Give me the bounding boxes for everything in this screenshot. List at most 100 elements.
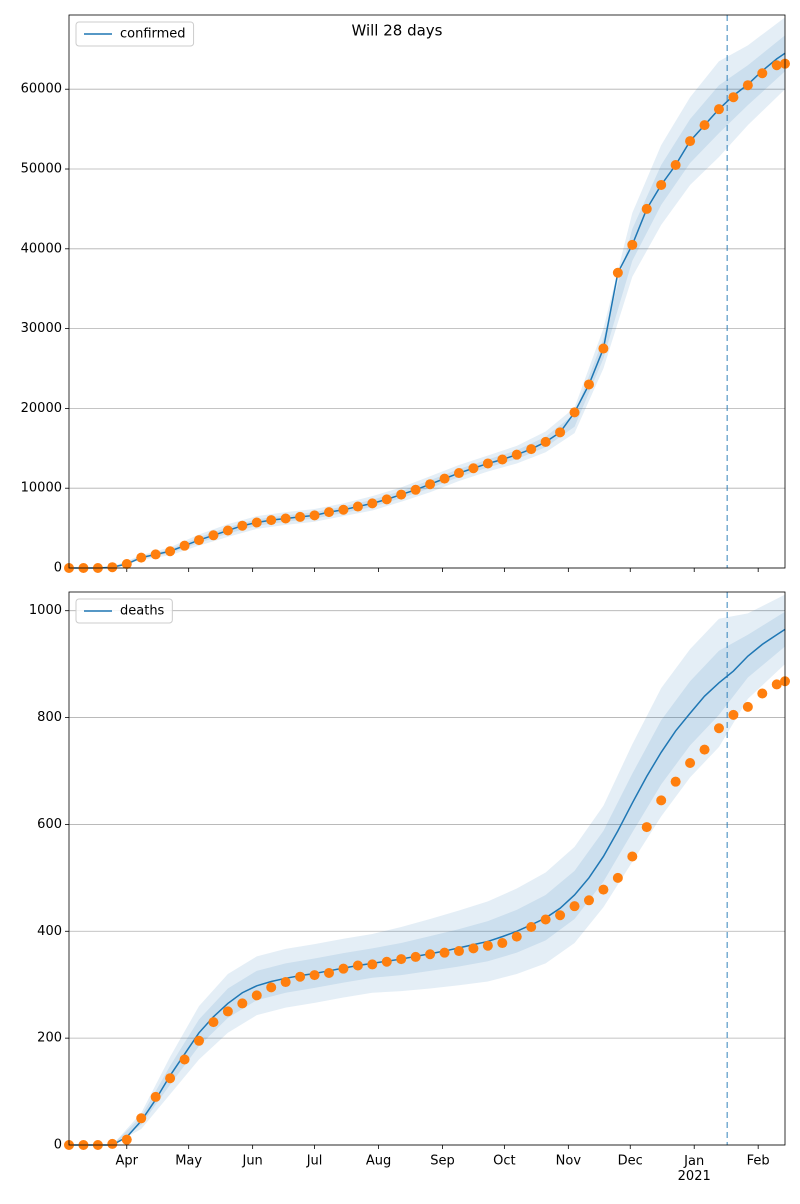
observed-point — [266, 515, 277, 526]
observed-point — [497, 454, 508, 465]
observed-point — [237, 520, 248, 531]
observed-point — [150, 1091, 161, 1102]
x-tick-label: Jan 2021 — [678, 1154, 711, 1184]
plot-frame — [68, 14, 786, 569]
observed-point — [511, 449, 522, 460]
observed-point — [453, 468, 464, 479]
y-tick-label: 10000 — [21, 481, 62, 496]
observed-point — [251, 517, 262, 528]
observed-point — [598, 343, 609, 354]
band — [112, 17, 785, 568]
observed-point — [323, 507, 334, 518]
observed-point — [468, 463, 479, 474]
observed-point — [410, 484, 421, 495]
y-tick-label: 50000 — [21, 162, 62, 177]
observed-point — [612, 872, 623, 883]
observed-point — [280, 977, 291, 988]
observed-point — [439, 473, 450, 484]
observed-point — [685, 136, 696, 147]
x-tick-label: Aug — [366, 1154, 391, 1169]
observed-point — [352, 960, 363, 971]
observed-point — [410, 951, 421, 962]
observed-point — [757, 688, 768, 699]
x-tick-label: Oct — [493, 1154, 515, 1169]
band — [112, 611, 785, 1145]
observed-point — [627, 239, 638, 250]
observed-point — [179, 1054, 190, 1065]
y-tick-label: 600 — [37, 817, 62, 832]
observed-point — [121, 1134, 132, 1145]
observed-point — [193, 1035, 204, 1046]
observed-point — [295, 971, 306, 982]
observed-point — [222, 1006, 233, 1017]
observed-point — [193, 535, 204, 546]
observed-point — [280, 513, 291, 524]
y-tick-label: 20000 — [21, 401, 62, 416]
observed-point — [439, 947, 450, 958]
observed-point — [136, 1113, 147, 1124]
observed-point — [540, 436, 551, 447]
y-tick-label: 40000 — [21, 241, 62, 256]
y-tick-label: 1000 — [29, 603, 62, 618]
observed-point — [699, 120, 710, 131]
observed-point — [338, 963, 349, 974]
observed-point — [699, 744, 710, 755]
observed-point — [771, 60, 782, 71]
legend-label: confirmed — [120, 27, 186, 42]
observed-point — [771, 679, 782, 690]
observed-point — [482, 458, 493, 469]
observed-point — [381, 956, 392, 967]
observed-point — [742, 701, 753, 712]
observed-point — [728, 709, 739, 720]
observed-point — [497, 938, 508, 949]
legend: deaths — [75, 598, 173, 624]
observed-point — [511, 931, 522, 942]
x-tick-label: Nov — [556, 1154, 582, 1169]
observed-point — [338, 504, 349, 515]
observed-point — [396, 954, 407, 965]
observed-point — [208, 1017, 219, 1028]
observed-point — [237, 998, 248, 1009]
observed-point — [670, 776, 681, 787]
observed-point — [107, 562, 118, 573]
observed-point — [555, 427, 566, 438]
observed-point — [150, 549, 161, 560]
observed-point — [165, 1073, 176, 1084]
chart-title: Will 28 days — [351, 22, 442, 40]
observed-point — [713, 723, 724, 734]
legend-label: deaths — [120, 604, 165, 619]
subplot: 0 200 400 600 800 1000 Apr May Jun Jul Aug Sep Oct No… — [29, 591, 790, 1184]
observed-point — [367, 959, 378, 970]
observed-point — [309, 970, 320, 981]
observed-point — [179, 540, 190, 551]
y-tick-label: 30000 — [21, 321, 62, 336]
observed-point — [295, 511, 306, 522]
observed-point — [569, 407, 580, 418]
observed-point — [526, 922, 537, 933]
observed-point — [583, 895, 594, 906]
observed-point — [208, 530, 219, 541]
observed-point — [526, 444, 537, 455]
observed-point — [641, 203, 652, 214]
band — [112, 594, 785, 1145]
observed-point — [482, 940, 493, 951]
x-tick-label: Jun — [241, 1154, 262, 1169]
legend: confirmed — [75, 21, 195, 47]
observed-point — [670, 160, 681, 171]
observed-point — [323, 967, 334, 978]
observed-point — [121, 559, 132, 570]
observed-point — [627, 851, 638, 862]
observed-point — [381, 494, 392, 505]
observed-point — [713, 104, 724, 115]
observed-point — [367, 498, 378, 509]
observed-point — [222, 525, 233, 536]
observed-point — [107, 1138, 118, 1149]
observed-point — [728, 92, 739, 103]
subplot: 0 10000 20000 30000 40000 50000 60000 Will 28 d… — [21, 14, 790, 576]
observed-point — [425, 949, 436, 960]
y-tick-label: 0 — [54, 561, 62, 576]
observed-point — [396, 489, 407, 500]
observed-point — [742, 80, 753, 91]
observed-point — [540, 914, 551, 925]
